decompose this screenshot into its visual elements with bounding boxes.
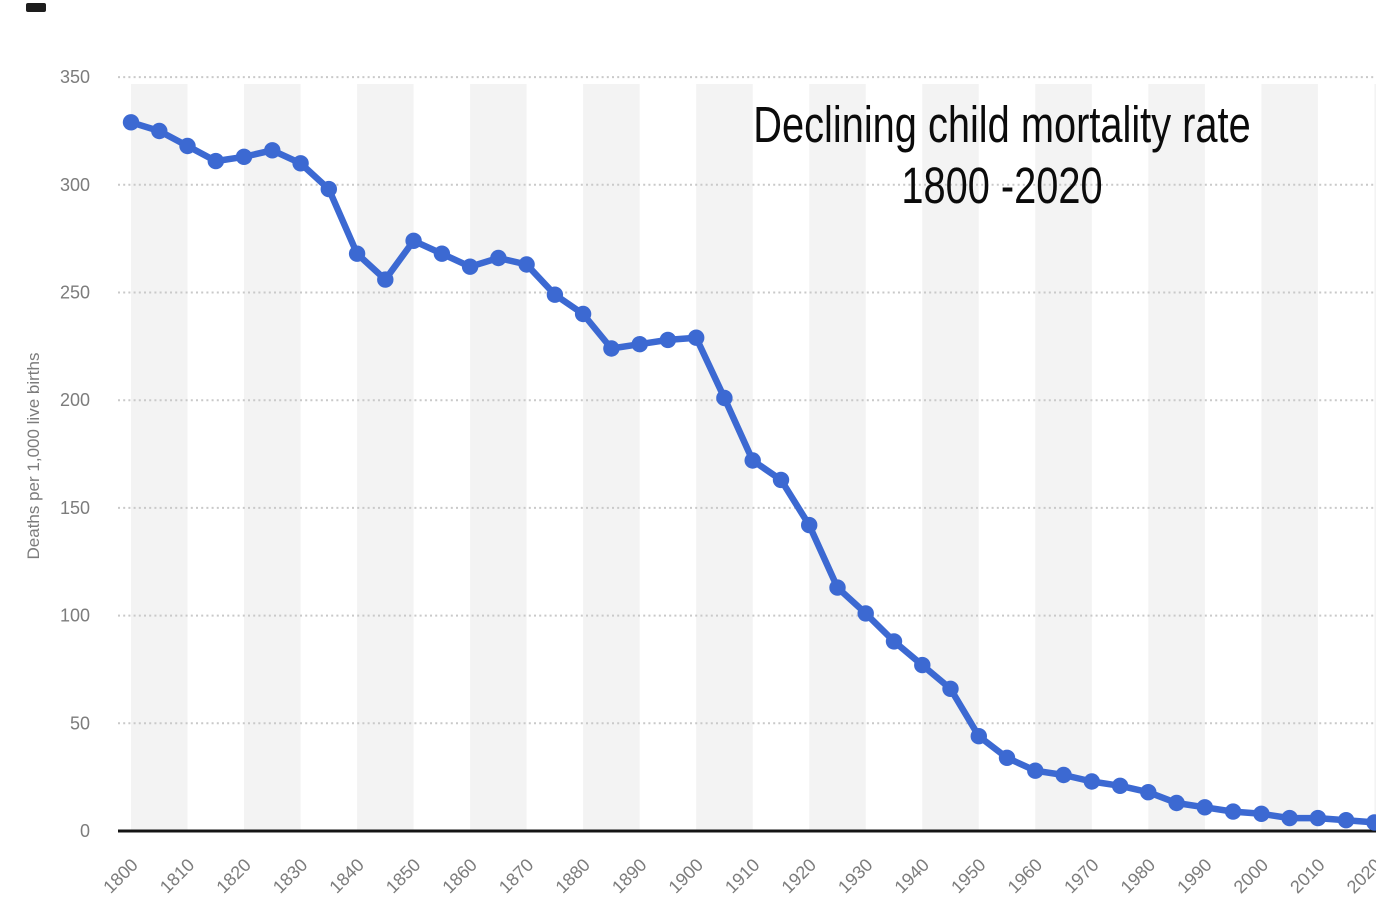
y-axis-tick-labels: 0 50 100 150 200 250 300 350 — [60, 67, 90, 841]
x-tick-label: 1820 — [212, 855, 254, 897]
data-point — [1027, 762, 1044, 779]
x-tick-label: 1920 — [778, 855, 820, 897]
x-tick-label: 1870 — [495, 855, 537, 897]
data-point — [744, 452, 761, 469]
x-tick-label: 1960 — [1004, 855, 1046, 897]
data-point — [518, 256, 535, 273]
x-tick-label: 1970 — [1060, 855, 1102, 897]
data-point — [546, 286, 564, 303]
data-point — [490, 249, 507, 267]
decade-band — [583, 84, 640, 830]
data-point — [970, 728, 987, 745]
x-tick-label: 1800 — [99, 855, 141, 897]
data-point — [1281, 809, 1298, 827]
data-point — [659, 331, 677, 349]
decade-band — [470, 84, 527, 830]
data-point — [914, 656, 931, 674]
data-point — [772, 471, 790, 489]
decade-band — [1148, 84, 1205, 830]
x-tick-label: 1990 — [1173, 855, 1215, 897]
data-point — [801, 516, 818, 534]
x-tick-label: 1880 — [552, 855, 594, 897]
data-point — [461, 258, 479, 275]
chart-title-line2: 1800 -2020 — [901, 157, 1103, 215]
x-tick-label: 1830 — [269, 855, 311, 897]
data-point — [857, 605, 874, 622]
x-tick-label: 1910 — [721, 855, 763, 897]
data-point — [1337, 812, 1355, 829]
series-points — [122, 114, 1376, 831]
data-point — [348, 245, 366, 262]
data-point — [1196, 799, 1214, 816]
data-point — [1083, 773, 1101, 790]
y-tick-label: 150 — [60, 498, 90, 518]
data-point — [631, 336, 648, 353]
decade-band — [1035, 84, 1092, 830]
data-point — [1140, 784, 1157, 801]
x-tick-label: 1850 — [382, 855, 424, 897]
decade-band — [131, 84, 188, 830]
y-tick-label: 350 — [60, 67, 90, 87]
data-point — [688, 329, 705, 346]
y-tick-label: 200 — [60, 390, 90, 410]
data-point — [885, 633, 903, 650]
x-tick-label: 1930 — [834, 855, 876, 897]
y-tick-label: 300 — [60, 175, 90, 195]
x-tick-label: 2000 — [1230, 855, 1272, 897]
x-tick-label: 1980 — [1117, 855, 1159, 897]
x-tick-label: 1810 — [156, 855, 198, 897]
x-axis-tick-labels: 1800 1810 1820 1830 1840 1850 1860 1870 1880 1890… — [99, 855, 1376, 897]
x-tick-label: 1840 — [325, 855, 367, 897]
x-tick-label: 2010 — [1286, 855, 1328, 897]
decade-bands — [131, 84, 1376, 830]
data-point — [1168, 794, 1185, 812]
decade-band — [809, 84, 866, 830]
decade-band — [244, 84, 301, 830]
decade-band — [1374, 84, 1376, 830]
data-point — [942, 680, 959, 697]
data-point — [405, 232, 422, 249]
decade-band — [696, 84, 753, 830]
data-point — [574, 305, 592, 323]
data-point — [433, 245, 451, 262]
data-point — [264, 142, 281, 159]
data-point — [122, 114, 140, 131]
y-axis-title: Deaths per 1,000 live births — [24, 352, 43, 560]
chart-title: Declining child mortality rate 1800 -202… — [690, 94, 1314, 216]
decade-band — [922, 84, 979, 830]
data-point — [235, 148, 253, 165]
data-point — [1111, 777, 1129, 794]
decade-band — [1261, 84, 1318, 830]
data-point — [603, 340, 620, 357]
data-point — [292, 155, 309, 172]
chart-title-line1: Declining child mortality rate — [753, 96, 1251, 153]
data-point — [151, 122, 168, 140]
y-tick-label: 100 — [60, 606, 90, 626]
data-point — [829, 579, 846, 596]
data-point — [377, 271, 394, 288]
data-point — [1366, 814, 1376, 831]
top-edge-artifact — [26, 3, 46, 12]
data-point — [998, 749, 1016, 766]
data-point — [716, 389, 733, 407]
y-tick-label: 250 — [60, 283, 90, 303]
x-tick-label: 1860 — [438, 855, 480, 897]
data-point — [1309, 809, 1327, 827]
x-tick-label: 1900 — [665, 855, 707, 897]
data-point — [1224, 803, 1242, 820]
x-tick-label: 1950 — [947, 855, 989, 897]
data-point — [320, 180, 337, 198]
data-point — [1055, 766, 1072, 784]
x-tick-label: 1940 — [891, 855, 933, 897]
y-tick-label: 0 — [80, 821, 90, 841]
y-tick-label: 50 — [70, 713, 90, 733]
x-tick-label: 2020 — [1343, 855, 1376, 897]
data-point — [207, 152, 224, 170]
data-point — [1253, 805, 1270, 822]
x-tick-label: 1890 — [608, 855, 650, 897]
data-point — [179, 137, 196, 155]
decade-band — [357, 84, 414, 830]
